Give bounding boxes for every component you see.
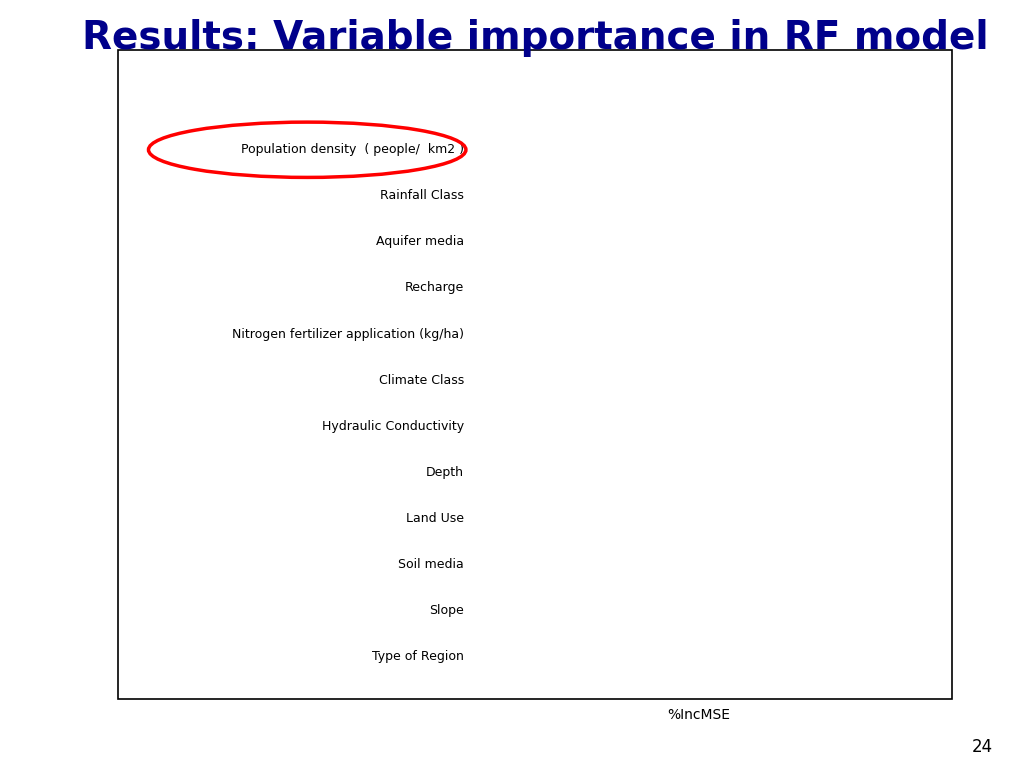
Text: Slope: Slope [429, 604, 464, 617]
Text: Nitrogen fertilizer application (kg/ha): Nitrogen fertilizer application (kg/ha) [231, 328, 464, 340]
Text: Recharge: Recharge [404, 282, 464, 294]
X-axis label: %IncMSE: %IncMSE [668, 708, 730, 722]
Text: Land Use: Land Use [406, 512, 464, 525]
Text: Rainfall Class: Rainfall Class [380, 190, 464, 202]
Text: Climate Class: Climate Class [379, 374, 464, 386]
Text: Soil media: Soil media [398, 558, 464, 571]
Text: 24: 24 [972, 739, 993, 756]
Text: Hydraulic Conductivity: Hydraulic Conductivity [322, 420, 464, 432]
Text: Results: Variable importance in RF model: Results: Variable importance in RF model [82, 19, 988, 57]
Text: Depth: Depth [426, 466, 464, 478]
Text: Aquifer media: Aquifer media [376, 236, 464, 248]
Title: RF-variable importance: RF-variable importance [598, 107, 800, 121]
Text: Type of Region: Type of Region [372, 650, 464, 663]
Text: Population density  ( people/  km2 ): Population density ( people/ km2 ) [241, 144, 464, 156]
